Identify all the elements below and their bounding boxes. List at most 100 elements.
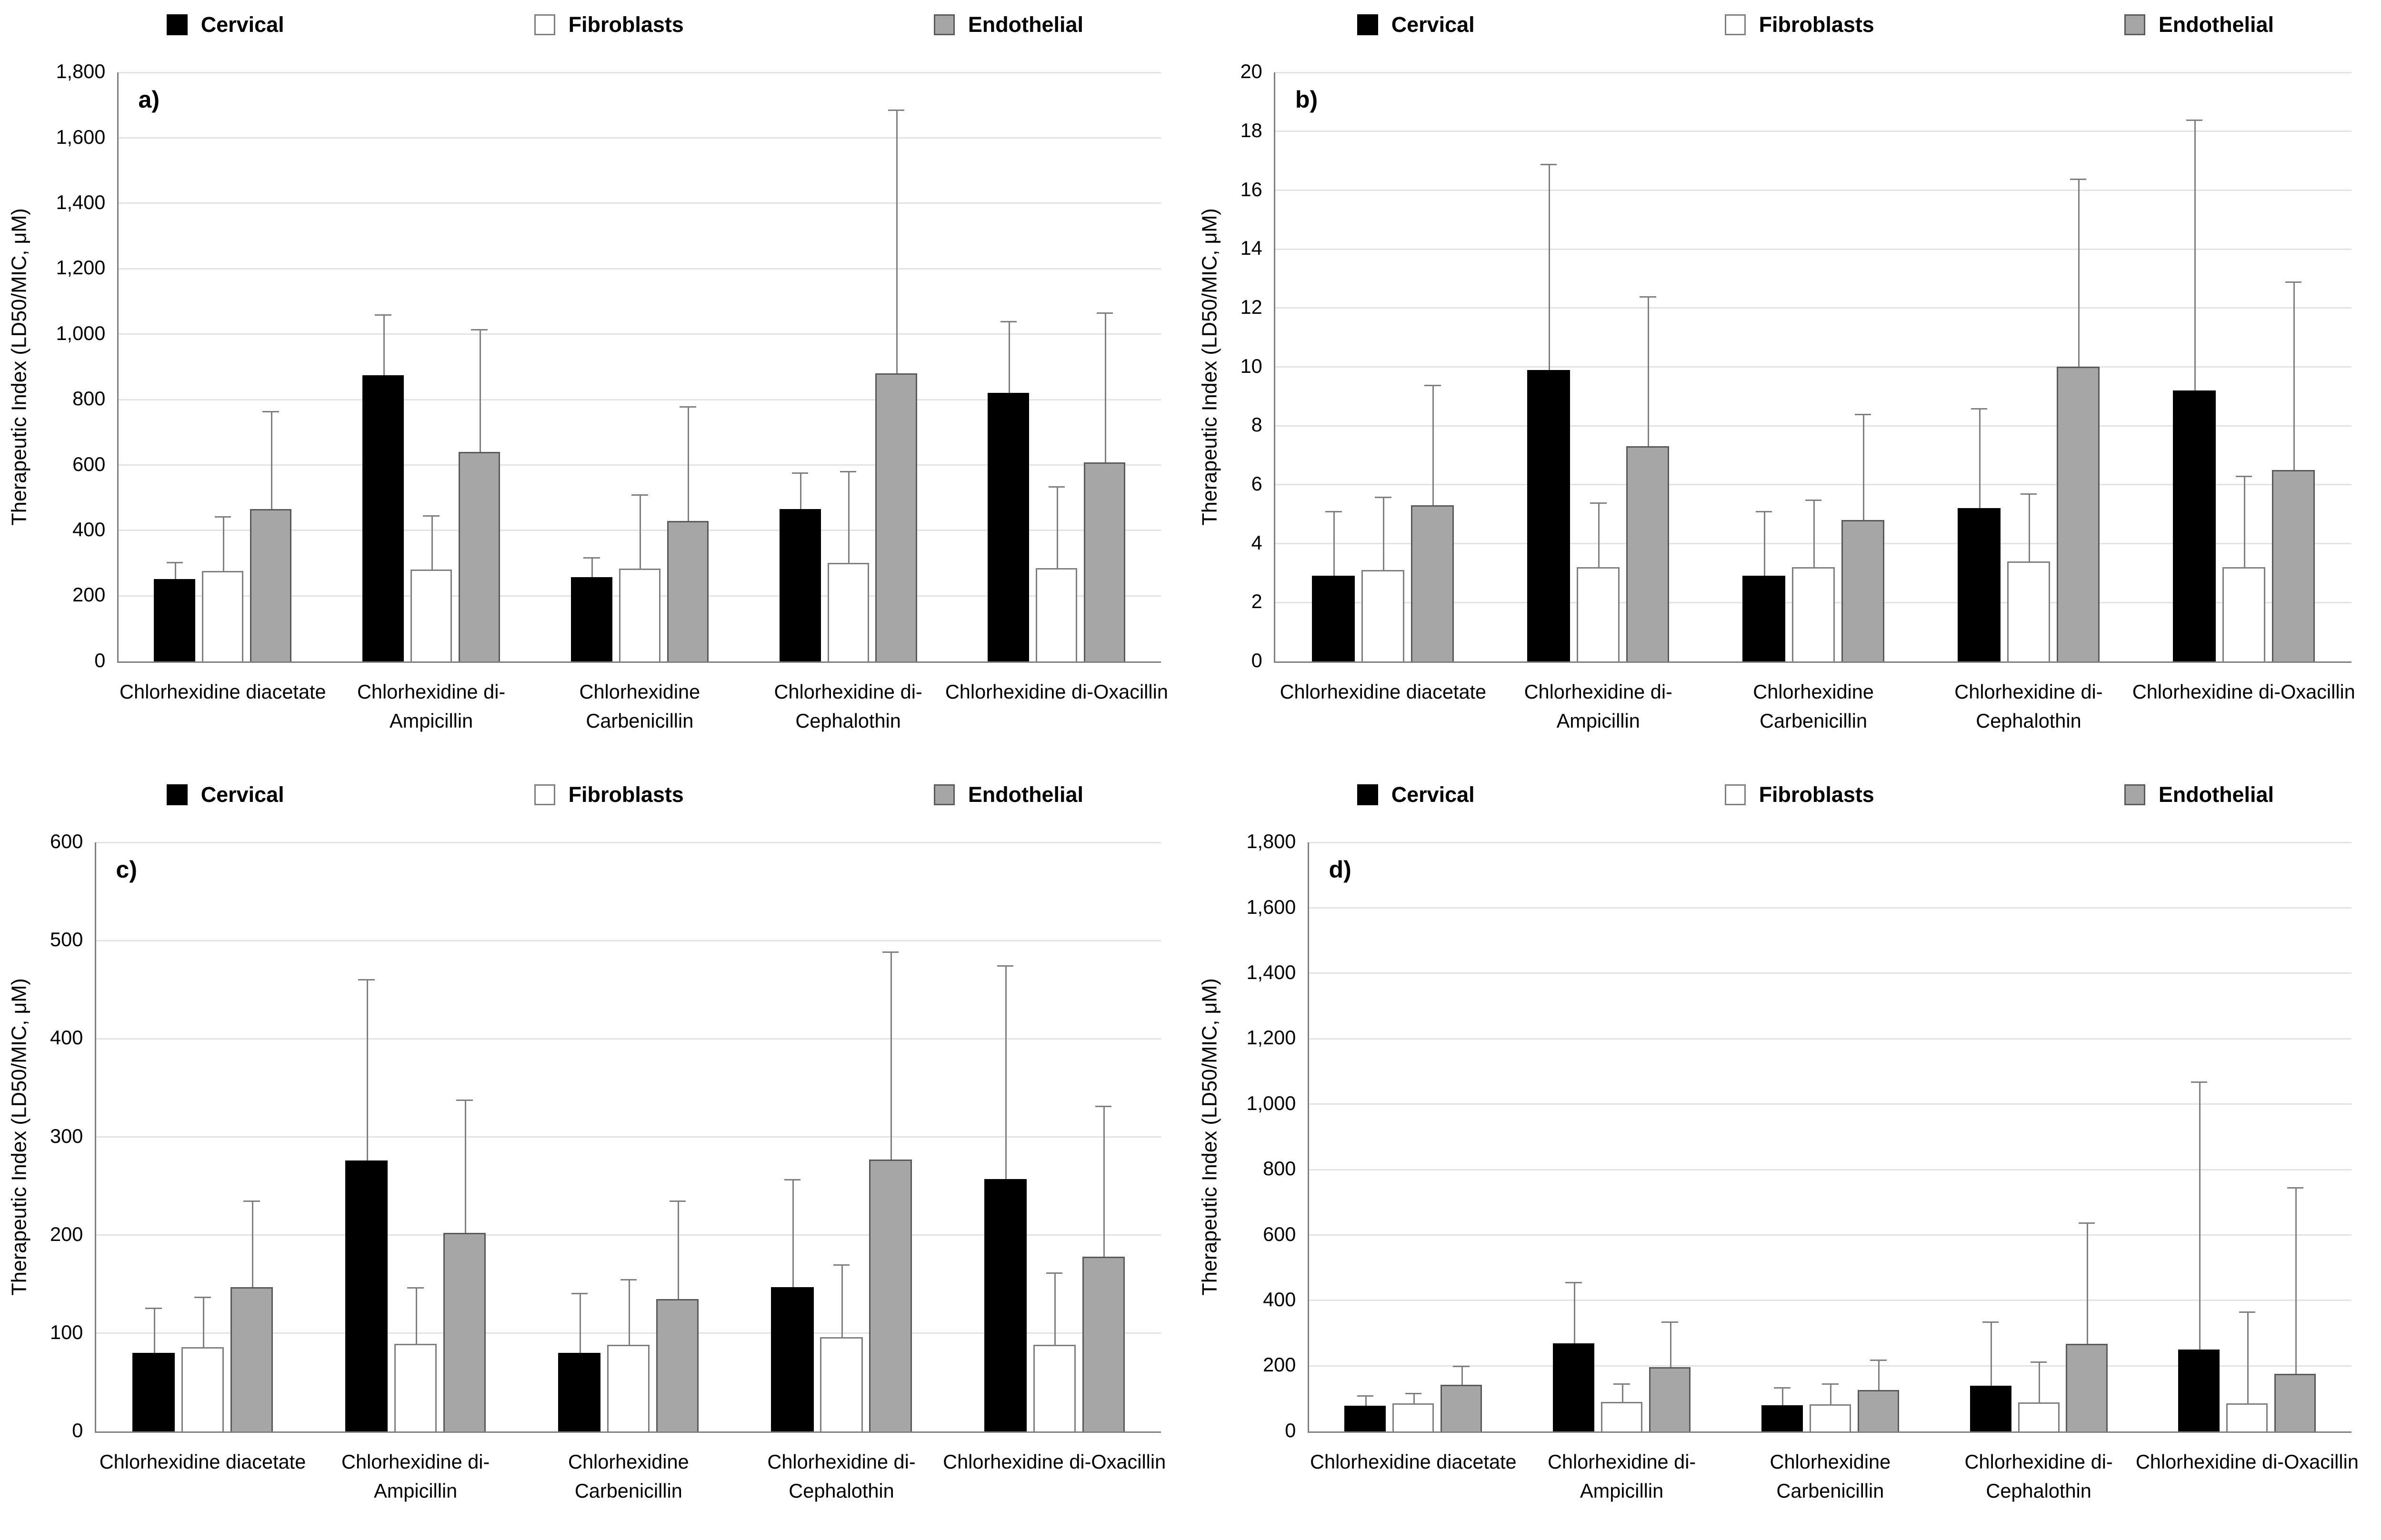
y-tick-label: 8 — [1251, 413, 1262, 436]
error-bar-cap — [2235, 476, 2252, 478]
gridline — [1309, 1365, 2351, 1367]
fibroblasts-bar — [202, 571, 244, 661]
legend-swatch-cervical-icon — [167, 14, 188, 35]
error-bar-cap — [423, 515, 440, 517]
endothelial-bar — [2066, 1344, 2108, 1431]
endothelial-bar — [443, 1233, 486, 1431]
x-category-label: Chlorhexidine diacetate — [1280, 680, 1487, 703]
legend-item-fibroblasts: Fibroblasts — [1724, 12, 1874, 37]
x-category-label: Chlorhexidine di-Cephalothin — [767, 1450, 916, 1502]
error-bar-cap — [1854, 414, 1871, 416]
cervical-bar — [558, 1352, 601, 1431]
endothelial-bar — [458, 452, 500, 661]
x-category-label: Chlorhexidine di-Oxacillin — [943, 1450, 1166, 1473]
legend: Cervical Fibroblasts Endothelial — [167, 0, 1083, 50]
error-bar — [1008, 321, 1010, 393]
fibroblasts-bar — [1033, 1345, 1076, 1431]
y-tick-label: 200 — [50, 1222, 83, 1245]
error-bar — [2087, 1222, 2089, 1344]
endothelial-bar — [1082, 1256, 1125, 1431]
chart-area: 0 200 400 600 800 1,000 1,200 1,400 1,600 1,800 Ch… — [1190, 820, 2381, 1540]
gridline — [96, 1234, 1161, 1236]
chart-panel-c: Cervical Fibroblasts Endothelial 0 100 200 300… — [0, 770, 1190, 1540]
cervical-bar — [2178, 1350, 2220, 1431]
legend-item-cervical: Cervical — [1357, 12, 1475, 37]
error-bar — [1621, 1383, 1623, 1402]
gridline — [1309, 1234, 2351, 1236]
gridline — [1275, 71, 2351, 73]
endothelial-bar — [1084, 462, 1126, 661]
legend-swatch-fibroblasts-icon — [1724, 784, 1746, 805]
error-bar — [800, 472, 802, 510]
error-bar — [2293, 281, 2295, 470]
error-bar-cap — [358, 979, 375, 980]
y-axis-title: Therapeutic Index (LD50/MIC, μM) — [0, 72, 40, 661]
y-tick-label: 600 — [50, 830, 83, 853]
error-bar — [2078, 178, 2080, 367]
error-bar-cap — [194, 1297, 211, 1299]
y-tick-label: 1,200 — [1246, 1026, 1296, 1049]
fibroblasts-bar — [827, 562, 869, 661]
legend-swatch-endothelial-icon — [934, 14, 955, 35]
error-bar-cap — [1639, 296, 1656, 298]
y-axis-line — [1307, 842, 1309, 1431]
error-bar — [1461, 1366, 1463, 1385]
endothelial-bar — [250, 509, 292, 661]
error-bar-cap — [1565, 1281, 1582, 1283]
cervical-bar — [988, 393, 1030, 661]
legend-item-fibroblasts: Fibroblasts — [534, 12, 684, 37]
error-bar-cap — [1755, 511, 1772, 513]
gridline — [118, 464, 1161, 466]
x-category-label: Chlorhexidine Carbenicillin — [1753, 680, 1874, 732]
fibroblasts-bar — [2226, 1403, 2268, 1431]
error-bar — [1573, 1281, 1575, 1343]
cervical-bar — [771, 1287, 814, 1431]
x-category-label: Chlorhexidine di-Cephalothin — [774, 680, 922, 732]
error-bar-cap — [471, 329, 488, 331]
y-tick-label: 6 — [1251, 472, 1262, 495]
cervical-bar — [1957, 508, 2001, 661]
error-bar-cap — [791, 472, 809, 474]
legend-item-cervical: Cervical — [167, 782, 284, 807]
error-bar — [202, 1297, 204, 1347]
gridline — [118, 268, 1161, 270]
error-bar-cap — [1982, 1321, 1999, 1323]
error-bar — [1383, 496, 1385, 570]
gridline — [1309, 841, 2351, 843]
error-bar — [2199, 1081, 2201, 1350]
error-bar — [1413, 1393, 1415, 1403]
fibroblasts-bar — [607, 1345, 650, 1431]
error-bar — [222, 516, 224, 571]
error-bar-cap — [1613, 1383, 1630, 1385]
endothelial-bar — [875, 373, 917, 661]
legend-item-fibroblasts: Fibroblasts — [1724, 782, 1874, 807]
gridline — [1275, 130, 2351, 132]
legend-item-cervical: Cervical — [167, 12, 284, 37]
error-bar — [464, 1100, 466, 1233]
error-bar-cap — [631, 494, 648, 496]
y-tick-label: 0 — [94, 649, 106, 671]
legend-label: Endothelial — [968, 12, 1083, 37]
y-tick-label: 20 — [1240, 60, 1262, 83]
y-tick-label: 400 — [72, 518, 106, 541]
error-bar-cap — [620, 1279, 637, 1281]
error-bar-cap — [2070, 178, 2087, 180]
y-axis-title: Therapeutic Index (LD50/MIC, μM) — [0, 842, 40, 1431]
error-bar — [677, 1200, 679, 1299]
x-category-label: Chlorhexidine di-Cephalothin — [1954, 680, 2103, 732]
y-axis-title: Therapeutic Index (LD50/MIC, μM) — [1190, 842, 1230, 1431]
legend-swatch-endothelial-icon — [2124, 784, 2146, 805]
cervical-bar — [1553, 1343, 1595, 1431]
error-bar-cap — [2287, 1187, 2304, 1189]
y-tick-label: 200 — [72, 583, 106, 606]
error-bar-cap — [833, 1264, 850, 1266]
fibroblasts-bar — [2007, 561, 2051, 661]
error-bar-cap — [1325, 511, 1342, 513]
error-bar — [383, 314, 385, 375]
error-bar — [1103, 1105, 1105, 1257]
error-bar-cap — [1540, 163, 1557, 165]
x-axis-line — [117, 661, 1161, 663]
fibroblasts-bar — [619, 569, 660, 661]
gridline — [118, 399, 1161, 400]
x-category-label: Chlorhexidine Carbenicillin — [568, 1450, 689, 1502]
